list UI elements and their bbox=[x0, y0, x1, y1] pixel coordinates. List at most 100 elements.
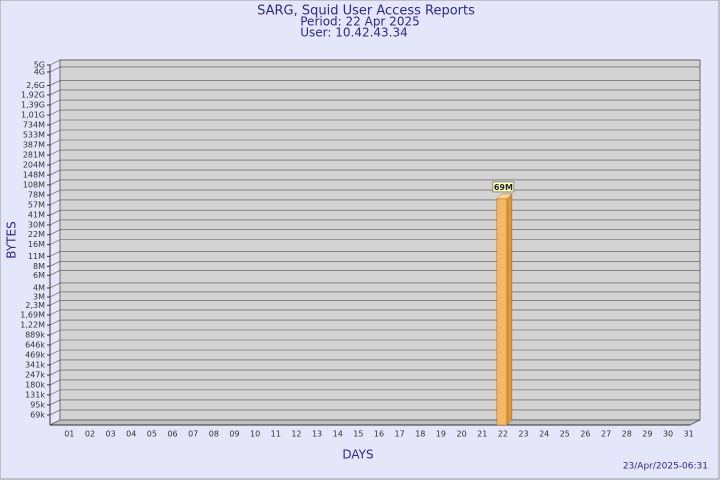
x-tick-label: 12 bbox=[291, 430, 301, 439]
y-tick-label: 6M bbox=[33, 271, 45, 280]
grid-line bbox=[49, 251, 700, 257]
grid-line bbox=[49, 339, 700, 346]
user-label: User: 10.42.43.34 bbox=[300, 26, 408, 40]
grid-line bbox=[49, 169, 700, 176]
bar-side bbox=[506, 193, 513, 426]
y-tick-label: 69k bbox=[30, 410, 45, 419]
x-tick-label: 07 bbox=[188, 430, 198, 439]
grid-line bbox=[49, 209, 700, 216]
grid-line bbox=[49, 179, 700, 186]
grid-line bbox=[49, 399, 700, 406]
grid-line bbox=[49, 359, 700, 366]
y-tick-label: 387M bbox=[23, 141, 45, 150]
grid-line bbox=[49, 309, 700, 316]
y-tick-label: 11M bbox=[28, 252, 45, 261]
x-tick-label: 25 bbox=[560, 430, 570, 439]
grid-line bbox=[49, 409, 700, 416]
grid-line bbox=[49, 149, 700, 156]
y-axis-label: BYTES bbox=[5, 221, 19, 258]
y-tick-label: 30M bbox=[28, 220, 45, 229]
x-tick-label: 14 bbox=[333, 430, 343, 439]
value-label-box bbox=[492, 181, 515, 193]
y-tick-label: 2,6G bbox=[26, 81, 45, 90]
x-tick-label: 10 bbox=[250, 430, 260, 439]
y-tick-label: 5G bbox=[34, 61, 45, 70]
y-tick-label: 734M bbox=[23, 120, 45, 129]
x-tick-label: 31 bbox=[684, 430, 694, 439]
x-tick-label: 27 bbox=[601, 430, 611, 439]
grid-line bbox=[49, 291, 700, 298]
x-tick-label: 09 bbox=[229, 430, 239, 439]
y-tick-label: 180k bbox=[25, 380, 45, 389]
x-tick-label: 30 bbox=[663, 430, 673, 439]
x-tick-label: 19 bbox=[436, 430, 446, 439]
grid-line bbox=[49, 89, 700, 96]
x-tick-label: 21 bbox=[477, 430, 487, 439]
y-tick-label: 1,69M bbox=[20, 310, 45, 319]
grid-line bbox=[49, 282, 700, 289]
y-tick-label: 1,39G bbox=[21, 101, 45, 110]
y-tick-label: 22M bbox=[28, 230, 45, 239]
x-tick-label: 11 bbox=[271, 430, 281, 439]
grid-line bbox=[49, 199, 700, 206]
plot-wall bbox=[59, 59, 701, 421]
y-tick-label: 3M bbox=[33, 292, 45, 301]
x-axis-label: DAYS bbox=[342, 448, 373, 462]
y-tick-label: 41M bbox=[28, 211, 45, 220]
chart-subtitle: Period: 22 Apr 2025 bbox=[300, 15, 419, 29]
y-tick-label: 204M bbox=[23, 161, 45, 170]
y-tick-label: 148M bbox=[23, 171, 45, 180]
x-tick-label: 23 bbox=[518, 430, 528, 439]
x-tick-label: 01 bbox=[64, 430, 74, 439]
grid-line bbox=[49, 119, 700, 126]
grid-line bbox=[49, 349, 700, 356]
grid-line bbox=[49, 109, 700, 116]
x-tick-label: 03 bbox=[106, 430, 116, 439]
x-tick-label: 04 bbox=[126, 430, 136, 439]
x-tick-label: 16 bbox=[374, 430, 384, 439]
y-tick-label: 4G bbox=[34, 67, 45, 76]
grid-line bbox=[49, 299, 700, 306]
grid-line bbox=[49, 99, 700, 106]
grid-line bbox=[49, 239, 700, 245]
x-tick-label: 22 bbox=[498, 430, 508, 439]
x-tick-label: 29 bbox=[642, 430, 652, 439]
x-tick-label: 18 bbox=[415, 430, 425, 439]
value-label: 69M bbox=[494, 183, 513, 192]
y-tick-label: 108M bbox=[23, 180, 45, 189]
y-tick-label: 281M bbox=[23, 151, 45, 160]
x-tick-label: 02 bbox=[85, 430, 95, 439]
grid-line bbox=[49, 139, 700, 146]
grid-line bbox=[49, 229, 700, 235]
x-tick-label: 05 bbox=[147, 430, 157, 439]
y-tick-label: 1,92G bbox=[21, 90, 45, 99]
y-tick-label: 2,3M bbox=[25, 301, 45, 310]
grid-line bbox=[49, 319, 700, 326]
y-tick-label: 341k bbox=[25, 360, 45, 369]
y-tick-label: 78M bbox=[28, 191, 45, 200]
timestamp: 23/Apr/2025-06:31 bbox=[623, 462, 708, 472]
plot-floor bbox=[49, 419, 701, 426]
bar bbox=[496, 198, 508, 426]
y-tick-label: 1,01G bbox=[21, 111, 45, 120]
y-tick-label: 131k bbox=[25, 390, 45, 399]
grid-line bbox=[49, 159, 700, 166]
x-tick-label: 15 bbox=[353, 430, 363, 439]
grid-line bbox=[49, 129, 700, 136]
grid-line bbox=[49, 329, 700, 336]
grid-line bbox=[49, 189, 700, 196]
x-tick-label: 20 bbox=[456, 430, 466, 439]
y-tick-label: 247k bbox=[25, 371, 45, 380]
x-tick-label: 28 bbox=[622, 430, 632, 439]
grid-line bbox=[49, 261, 700, 267]
x-tick-label: 06 bbox=[167, 430, 177, 439]
y-tick-label: 57M bbox=[28, 200, 45, 209]
chart-title: SARG, Squid User Access Reports bbox=[257, 4, 475, 19]
x-tick-label: 26 bbox=[580, 430, 590, 439]
x-tick-label: 13 bbox=[312, 430, 322, 439]
x-tick-label: 24 bbox=[539, 430, 549, 439]
grid-line bbox=[49, 269, 700, 276]
x-tick-label: 08 bbox=[209, 430, 219, 439]
